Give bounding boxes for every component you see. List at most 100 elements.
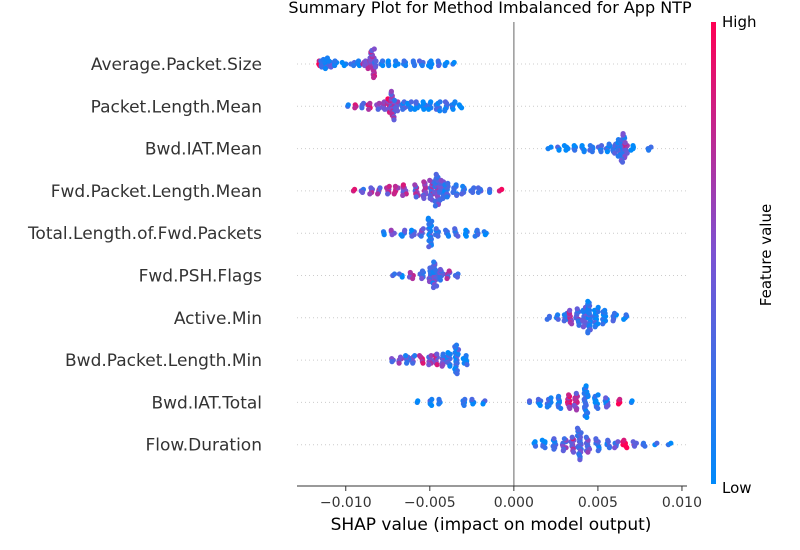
shap-point [539,437,545,443]
shap-point [563,147,569,153]
shap-point [475,185,481,191]
shap-point [433,171,439,177]
shap-point [377,185,383,191]
shap-point [415,398,421,404]
shap-point [621,437,627,443]
shap-point [480,401,486,407]
shap-point [556,147,562,153]
feature-points [531,425,674,463]
shap-point [380,62,386,69]
shap-point [365,65,371,72]
shap-point [411,62,418,69]
shap-point [445,350,451,356]
shap-point [341,62,347,69]
shap-point [462,396,468,402]
shap-point [584,414,590,420]
shap-point [352,105,358,111]
shap-point [595,448,601,454]
shap-point [437,99,443,105]
shap-point [436,401,442,407]
shap-point [573,407,580,413]
shap-point [583,383,589,389]
feature-points [544,298,630,336]
feature-label: Packet.Length.Mean [91,97,262,117]
shap-point [409,227,415,233]
shap-point [551,446,557,452]
shap-point [394,108,401,114]
shap-point [454,371,460,377]
shap-point [452,99,458,105]
shap-point [459,191,465,197]
shap-point [624,445,630,451]
shap-point [573,390,579,396]
shap-point [532,439,538,445]
shap-point [416,353,423,359]
shap-point [425,215,431,221]
shap-point [426,106,432,112]
shap-point [399,233,405,239]
shap-point [595,304,601,310]
shap-point [437,277,443,283]
shap-point [612,445,618,451]
shap-point [403,353,409,359]
shap-point [359,189,366,195]
shap-point [442,99,448,105]
shap-point [542,445,548,451]
shap-point [570,449,577,455]
shap-point [355,58,362,64]
shap-point [452,226,458,232]
shap-point [432,203,438,209]
x-tick-label: 0.010 [662,495,702,511]
shap-point [389,232,395,238]
shap-point [585,298,591,304]
shap-point [429,402,435,408]
feature-label: Active.Min [174,309,262,329]
shap-point [359,105,365,111]
shap-point [412,106,418,112]
shap-point [526,398,533,404]
shap-point [561,318,567,324]
shap-point [391,117,397,123]
shap-point [580,324,587,330]
shap-point [408,99,414,105]
shap-point [537,402,543,408]
shap-point [385,58,391,64]
shap-point [595,392,601,398]
shap-point [454,274,460,280]
shap-point [631,443,638,449]
shap-point [455,233,461,239]
shap-point [615,401,622,407]
shap-point [371,74,377,81]
shap-point [620,131,626,137]
shap-point [447,363,453,369]
shap-point [451,59,457,66]
feature-label: Fwd.Packet.Length.Mean [51,182,262,202]
shap-point [600,321,606,327]
shap-point [412,182,418,188]
shap-point [375,191,381,197]
shap-point [629,398,635,404]
shap-point [450,189,456,195]
shap-point [571,143,577,149]
shap-point [561,436,568,442]
shap-point [426,362,432,368]
shap-point [617,396,623,402]
shap-point [464,362,470,368]
shap-point [443,227,449,233]
shap-point [421,195,427,201]
shap-point [444,194,450,200]
shap-point [567,307,573,313]
shap-point [577,457,583,463]
shap-point [402,227,408,233]
x-tick-label: 0.005 [578,495,618,511]
shap-point [668,440,674,446]
shap-point [472,233,478,239]
shap-point [368,185,374,191]
shap-point [412,353,418,359]
shap-point [419,268,426,274]
feature-label: Total.Length.of.Fwd.Packets [27,224,262,244]
colorbar: High Low Feature value [711,13,775,497]
feature-points [345,88,465,123]
shap-point [408,106,414,112]
